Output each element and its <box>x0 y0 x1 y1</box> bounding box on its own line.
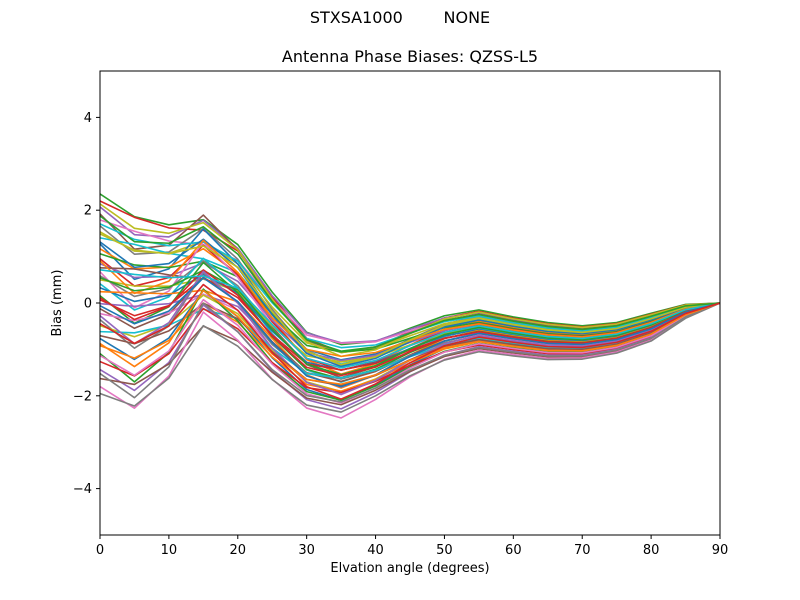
y-tick-label: −4 <box>73 482 92 497</box>
series-lines-group <box>100 193 720 419</box>
bias-series-line <box>100 302 720 394</box>
x-tick-label: 70 <box>574 543 591 558</box>
x-tick-label: 50 <box>436 543 453 558</box>
axis-ticks-group: 0 10 20 30 40 50 60 70 80 90 −4 −2 0 2 4 <box>73 111 728 558</box>
x-tick-label: 10 <box>161 543 178 558</box>
x-tick-label: 90 <box>712 543 729 558</box>
bias-series-line <box>100 302 720 403</box>
x-tick-label: 80 <box>643 543 660 558</box>
y-axis-label: Bias (mm) <box>50 270 65 337</box>
x-tick-label: 20 <box>230 543 247 558</box>
axes-title: Antenna Phase Biases: QZSS-L5 <box>281 47 539 66</box>
x-axis-label: Elvation angle (degrees) <box>330 561 489 576</box>
x-tick-label: 0 <box>96 543 104 558</box>
bias-series-line <box>100 298 720 404</box>
bias-series-line <box>100 302 720 406</box>
bias-series-line <box>100 277 720 388</box>
x-tick-label: 40 <box>367 543 384 558</box>
y-tick-label: 0 <box>84 297 92 312</box>
bias-series-line <box>100 289 720 386</box>
bias-series-line <box>100 233 720 366</box>
x-tick-label: 30 <box>298 543 315 558</box>
figure-suptitle: STXSA1000 NONE <box>309 8 491 27</box>
x-tick-label: 60 <box>505 543 522 558</box>
bias-series-line <box>100 268 720 369</box>
bias-series-line <box>100 283 720 400</box>
bias-series-line <box>100 269 720 377</box>
y-tick-label: 4 <box>84 111 92 126</box>
y-tick-label: 2 <box>84 204 92 219</box>
bias-series-line <box>100 215 720 352</box>
bias-series-line <box>100 302 720 413</box>
bias-series-line <box>100 238 720 368</box>
y-tick-label: −2 <box>73 389 92 404</box>
bias-series-line <box>100 302 720 419</box>
